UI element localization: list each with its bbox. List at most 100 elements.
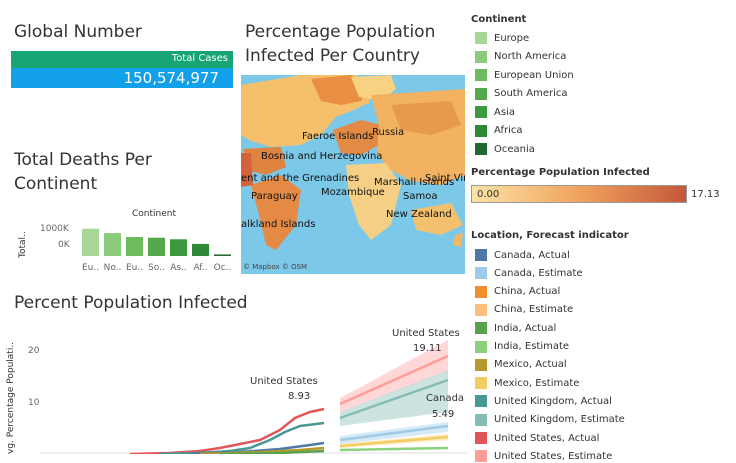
deaths-bar-chart[interactable]: Eu.. No.. Eu.. So.. As.. Af.. Oc.. xyxy=(78,220,238,272)
map-central-america xyxy=(243,147,286,175)
map-label-grenadines: ent and the Grenadines xyxy=(241,173,360,184)
location-legend-item[interactable]: Mexico, Actual xyxy=(475,358,567,372)
location-legend-title: Location, Forecast indicator xyxy=(471,230,629,241)
map-label-new-zealand: New Zealand xyxy=(386,209,452,220)
map-west-edge xyxy=(241,153,253,187)
location-legend-item[interactable]: United Kingdom, Actual xyxy=(475,394,612,408)
india-estimate-line xyxy=(339,446,449,452)
continent-legend-swatch xyxy=(475,106,487,118)
continent-legend-swatch xyxy=(475,32,487,44)
infected-y-tick-10: 10 xyxy=(28,398,40,408)
deaths-title-line2: Continent xyxy=(14,174,98,194)
location-legend-item[interactable]: India, Actual xyxy=(475,321,556,335)
location-legend-swatch xyxy=(475,413,487,426)
map-label-mozambique: Mozambique xyxy=(321,187,385,198)
annotation-canada-value: 5.49 xyxy=(432,409,455,420)
pct-legend-max: 17.13 xyxy=(691,189,720,200)
location-legend-label: Canada, Actual xyxy=(494,249,570,261)
continent-legend-label: Europe xyxy=(494,32,530,44)
location-legend-swatch xyxy=(475,340,487,353)
infected-line-chart[interactable] xyxy=(40,320,468,454)
deaths-x-tick: Eu.. xyxy=(126,263,143,272)
map-label-samoa: Samoa xyxy=(403,191,438,202)
us-estimate-band xyxy=(340,340,448,412)
deaths-bar[interactable] xyxy=(170,239,187,256)
map-africa xyxy=(346,163,401,240)
deaths-x-tick: Oc.. xyxy=(214,263,232,272)
continent-legend-label: South America xyxy=(494,88,568,99)
deaths-x-tick: As.. xyxy=(170,263,187,272)
map-label-paraguay: Paraguay xyxy=(251,191,298,202)
annotation-us-actual-name: United States xyxy=(250,376,318,387)
map-europe xyxy=(333,120,381,155)
location-legend-item[interactable]: Canada, Estimate xyxy=(475,266,583,280)
location-legend-swatch xyxy=(475,303,487,316)
deaths-bar[interactable] xyxy=(104,233,121,256)
location-legend-swatch xyxy=(475,267,487,280)
location-legend-item[interactable]: Canada, Actual xyxy=(475,248,570,262)
us-estimate-line xyxy=(339,354,449,406)
continent-legend-label: Asia xyxy=(494,106,515,118)
continent-legend-item[interactable]: Europe xyxy=(475,31,529,45)
pct-legend-min: 0.00 xyxy=(477,189,500,200)
location-legend-label: United States, Estimate xyxy=(494,450,613,462)
map-russia xyxy=(391,101,461,135)
deaths-legend-title: Continent xyxy=(132,209,176,219)
location-legend-item[interactable]: China, Estimate xyxy=(475,303,573,317)
location-legend-label: United States, Actual xyxy=(494,432,600,444)
map-south-america xyxy=(251,175,301,250)
uk-estimate-line xyxy=(339,378,449,420)
map-attribution[interactable]: © Mapbox © OSM xyxy=(243,263,308,271)
continent-legend-item[interactable]: Oceania xyxy=(475,142,535,156)
deaths-x-tick: Eu.. xyxy=(82,263,99,272)
continent-legend-swatch xyxy=(475,124,487,137)
location-legend-label: India, Actual xyxy=(494,322,557,334)
deaths-bar[interactable] xyxy=(148,237,165,256)
location-legend-label: Canada, Estimate xyxy=(494,267,583,279)
continent-legend-item[interactable]: Asia xyxy=(475,105,515,119)
location-legend-swatch xyxy=(475,377,487,390)
deaths-x-tick: No.. xyxy=(104,263,122,272)
location-legend-swatch xyxy=(475,358,487,371)
location-legend-label: United Kingdom, Estimate xyxy=(494,414,625,426)
map-label-russia: Russia xyxy=(372,127,405,138)
annotation-us-est-value: 19.11 xyxy=(413,343,442,354)
location-legend-swatch xyxy=(475,285,487,298)
continent-legend-label: Africa xyxy=(494,125,523,136)
location-legend-swatch xyxy=(475,432,487,444)
location-legend-label: Mexico, Estimate xyxy=(494,377,580,389)
continent-legend-item[interactable]: North America xyxy=(475,50,566,64)
pct-legend-title: Percentage Population Infected xyxy=(471,167,650,178)
continent-legend-item[interactable]: European Union xyxy=(475,68,574,82)
continent-legend-item[interactable]: Africa xyxy=(475,124,523,138)
location-legend-item[interactable]: United States, Estimate xyxy=(475,449,612,463)
location-legend-item[interactable]: China, Actual xyxy=(475,285,560,299)
deaths-bar[interactable] xyxy=(192,243,209,256)
location-legend-label: United Kingdom, Actual xyxy=(494,395,612,407)
continent-legend-label: Oceania xyxy=(494,143,535,155)
location-legend-swatch xyxy=(475,322,487,335)
continent-legend-swatch xyxy=(475,69,487,81)
location-legend-label: Mexico, Actual xyxy=(494,359,567,371)
total-cases-header[interactable]: Total Cases xyxy=(11,51,233,68)
map-label-bosnia: Bosnia and Herzegovina xyxy=(261,151,383,162)
location-legend-item[interactable]: Mexico, Estimate xyxy=(475,376,579,390)
location-legend-item[interactable]: United Kingdom, Estimate xyxy=(475,413,625,427)
deaths-bar[interactable] xyxy=(214,254,231,256)
pct-legend-gradient[interactable] xyxy=(471,185,687,203)
world-map[interactable]: Faeroe Islands Russia Bosnia and Herzego… xyxy=(241,75,465,274)
map-title-line1: Percentage Population xyxy=(245,22,436,42)
location-legend-label: India, Estimate xyxy=(494,341,570,352)
total-cases-value-cell[interactable]: 150,574,977 xyxy=(11,68,233,88)
location-legend-item[interactable]: India, Estimate xyxy=(475,340,569,354)
deaths-x-tick: Af.. xyxy=(193,263,207,272)
deaths-bar[interactable] xyxy=(126,236,143,256)
location-legend-item[interactable]: United States, Actual xyxy=(475,431,599,445)
map-label-falkland: alkland Islands xyxy=(241,219,316,230)
mexico-estimate-line xyxy=(339,435,449,448)
continent-legend-item[interactable]: South America xyxy=(475,87,568,101)
map-title-line2: Infected Per Country xyxy=(245,46,420,66)
deaths-x-tick: So.. xyxy=(148,263,165,272)
total-cases-label: Total Cases xyxy=(171,53,228,64)
deaths-bar[interactable] xyxy=(82,228,99,256)
